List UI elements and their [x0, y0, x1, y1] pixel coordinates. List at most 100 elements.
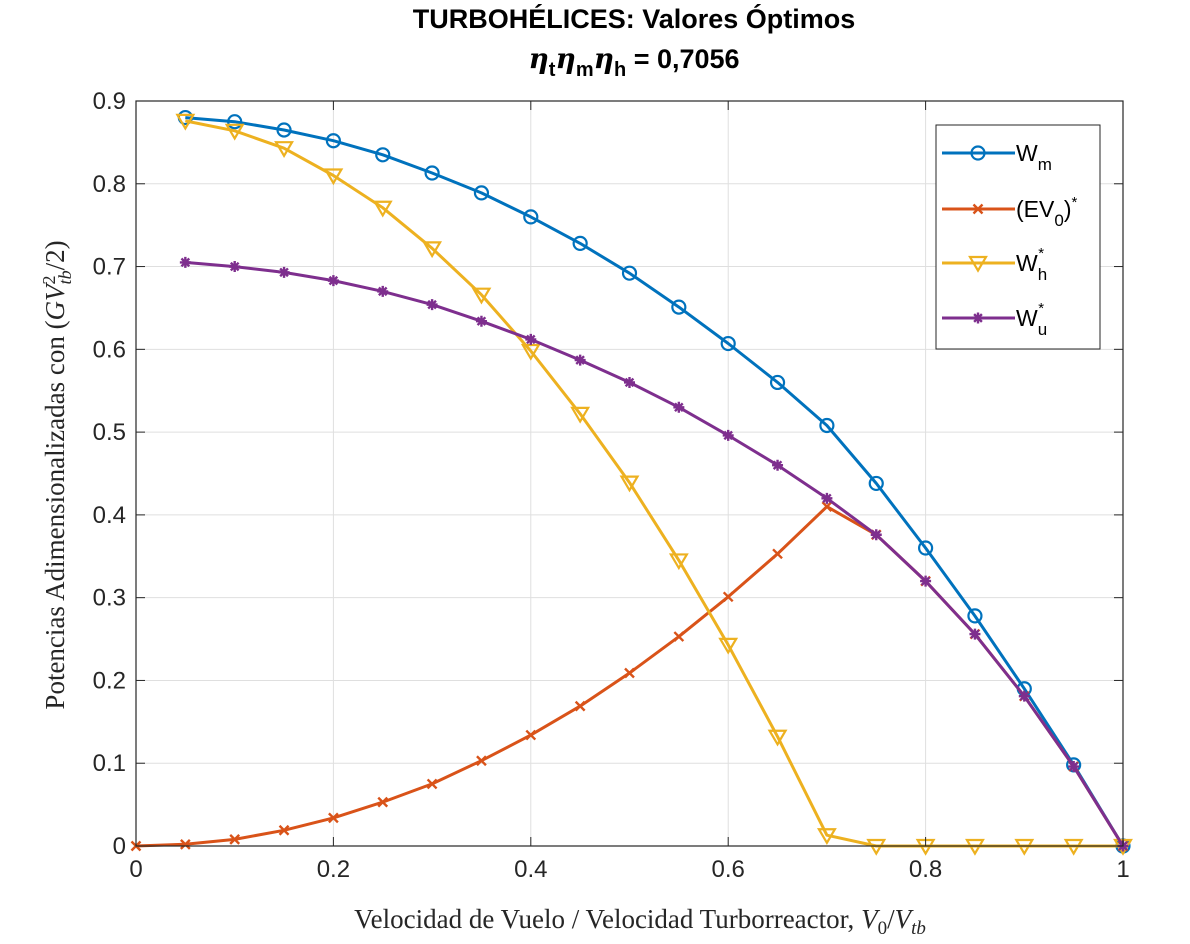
point-wm — [621, 265, 638, 281]
x-axis-label-slash: / — [887, 904, 895, 934]
point-ev0 — [624, 667, 635, 679]
y-tick-label: 0.2 — [93, 667, 126, 694]
ticks — [135, 100, 1124, 847]
point-wu — [574, 354, 586, 366]
point-wh — [175, 113, 196, 131]
point-wu — [278, 266, 290, 278]
y-tick-label: 0.7 — [93, 254, 126, 281]
point-ev0 — [426, 778, 438, 790]
point-wu — [426, 299, 438, 311]
legend-marker-ev0 — [972, 203, 984, 215]
point-ev0 — [377, 796, 389, 808]
point-wu — [475, 315, 487, 327]
x-axis-label-var1: V — [861, 904, 881, 934]
point-wh — [520, 343, 541, 361]
legend-item-ev0: (EV0)* — [942, 194, 1077, 230]
chart-title: TURBOHÉLICES: Valores Óptimos — [413, 3, 856, 34]
legend-box — [935, 124, 1101, 350]
legend-label-wh: Wh* — [1016, 245, 1047, 284]
point-wh — [718, 637, 739, 655]
point-wm — [325, 133, 341, 149]
subtitle-value: = 0,7056 — [626, 44, 739, 74]
point-wm — [424, 165, 440, 181]
legend-marker-wh — [968, 255, 988, 273]
point-wu — [624, 376, 635, 388]
point-ev0 — [821, 501, 833, 512]
y-tick-label: 0.3 — [93, 585, 126, 612]
y-tick-label: 0.6 — [93, 336, 126, 363]
point-wh — [619, 475, 640, 493]
legend-marker-wu — [972, 312, 984, 324]
point-wu — [229, 261, 241, 273]
point-wm — [917, 540, 934, 556]
point-wu — [870, 529, 882, 541]
point-wm — [572, 235, 588, 251]
x-axis-label-sub2: tb — [911, 918, 926, 939]
point-wm — [276, 122, 292, 138]
point-wh — [1063, 838, 1084, 856]
point-wu — [722, 429, 734, 441]
y-tick-label: 0 — [113, 833, 126, 860]
legend-item-wh: Wh* — [942, 245, 1047, 284]
point-wm — [671, 299, 687, 315]
point-wh — [767, 729, 788, 747]
y-axis-label-sup: 2 — [39, 275, 59, 284]
point-wm — [967, 608, 983, 624]
subtitle-sub-m: m — [576, 59, 594, 81]
point-wm — [473, 185, 490, 201]
point-ev0 — [229, 834, 241, 845]
y-tick-label: 0.5 — [93, 419, 126, 446]
point-ev0 — [476, 755, 487, 767]
x-tick-label: 0.8 — [909, 856, 942, 883]
x-tick-label: 0.4 — [514, 856, 547, 883]
y-tick-label: 0.4 — [93, 502, 126, 529]
point-wm — [868, 475, 884, 492]
y-axis-label: Potencias Adimensionalizadas con (GV2tb/… — [39, 240, 75, 709]
point-wh — [372, 200, 393, 218]
point-wu — [179, 256, 191, 268]
point-ev0 — [525, 729, 537, 741]
point-ev0 — [772, 548, 783, 560]
point-wh — [866, 838, 887, 856]
point-wh — [274, 141, 294, 158]
subtitle-eta-m: η — [555, 42, 575, 75]
subtitle-eta-h: η — [594, 42, 614, 75]
y-tick-label: 0.1 — [93, 750, 126, 777]
point-wh — [224, 123, 245, 141]
subtitle-sub-t: t — [549, 59, 556, 81]
point-wu — [377, 285, 389, 297]
point-wh — [816, 828, 837, 846]
tick-labels: 0 0.2 0.4 0.6 0.8 1 0 0.1 0.2 0.3 0.4 0.5 0.6 0.7 0.8 0… — [93, 88, 1130, 883]
legend-item-wm: Wm — [942, 140, 1052, 174]
point-wu — [327, 275, 339, 287]
point-wu — [969, 628, 981, 640]
point-ev0 — [574, 700, 586, 712]
x-tick-label: 0.6 — [712, 856, 745, 883]
legend-label-ev0: (EV0)* — [1016, 194, 1077, 230]
point-ev0 — [722, 591, 734, 603]
point-wm — [819, 417, 835, 434]
point-wm — [227, 114, 243, 130]
point-wh — [471, 287, 492, 305]
point-ev0 — [278, 824, 290, 836]
point-ev0 — [328, 812, 339, 824]
subtitle-eta-t: η — [528, 42, 548, 75]
point-wu — [1068, 761, 1080, 773]
point-wh — [570, 406, 591, 424]
x-axis-label-sub1: 0 — [878, 918, 888, 939]
y-tick-label: 0.9 — [93, 88, 126, 115]
point-wh — [422, 241, 443, 259]
point-wu — [673, 401, 685, 413]
legend-marker-wm — [970, 145, 986, 161]
point-wh — [323, 168, 344, 186]
point-wu — [1018, 690, 1030, 702]
x-axis-label: Velocidad de Vuelo / Velocidad Turborrea… — [354, 904, 926, 939]
series-line-wu — [185, 260, 1125, 847]
point-wh — [1014, 838, 1035, 856]
point-wh — [965, 838, 985, 856]
y-axis-label-text: Potencias Adimensionalizadas con ( — [40, 320, 70, 709]
point-ev0 — [673, 631, 685, 642]
x-axis-label-text: Velocidad de Vuelo / Velocidad Turborrea… — [354, 904, 861, 934]
point-wm — [523, 209, 539, 225]
